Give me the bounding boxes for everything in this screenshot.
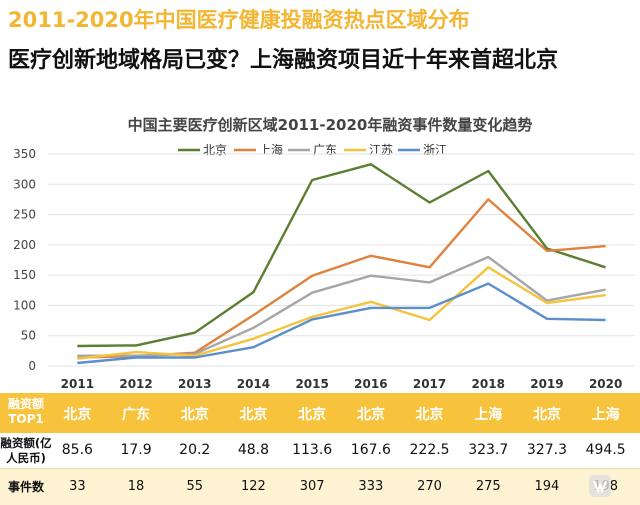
x-tick-label: 2012 — [119, 377, 152, 391]
count-cell: 333 — [358, 479, 384, 494]
x-tick-label: 2015 — [295, 377, 328, 391]
series-line-3 — [77, 266, 606, 360]
top-region-cell: 上海 — [591, 407, 620, 423]
legend-label: 广东 — [313, 143, 337, 157]
top-region-cell: 北京 — [415, 407, 444, 423]
top-region-cell: 北京 — [532, 407, 561, 423]
y-axis: 0 50 100 150 200 250 300 350 — [13, 147, 36, 373]
top-region-row: 融资额TOP1 北京 广东 北京 北京 北京 北京 北京 上海 北京 上海 — [0, 393, 640, 433]
x-tick-label: 2020 — [589, 377, 622, 391]
count-cell: 275 — [475, 479, 501, 494]
amount-cell: 17.9 — [120, 442, 152, 458]
count-cell: 55 — [186, 479, 204, 494]
legend-label: 浙江 — [423, 143, 447, 157]
amount-cell: 113.6 — [292, 442, 333, 458]
y-tick-label: 250 — [13, 208, 36, 222]
legend-label: 北京 — [203, 143, 227, 157]
count-row: 事件数 331855122307333270275194198 — [0, 468, 640, 505]
top-region-cell: 北京 — [356, 407, 385, 423]
page-title: 2011-2020年中国医疗健康投融资热点区域分布 — [8, 8, 470, 32]
count-cell: 270 — [417, 479, 442, 494]
y-tick-label: 200 — [13, 238, 36, 252]
chart-series — [77, 163, 606, 365]
amount-row: 融资额(亿人民币) 85.6 17.9 20.2 48.8 113.6 167.6 222.… — [0, 433, 640, 468]
chart-legend: 北京 上海 广东 江苏 浙江 — [178, 142, 447, 157]
line-chart: 中国主要医疗创新区域2011-2020年融资事件数量变化趋势 北京 上海 广东 江苏 浙… — [13, 116, 635, 391]
x-tick-label: 2019 — [530, 377, 563, 391]
legend-label: 上海 — [259, 142, 283, 157]
count-row-label: 事件数 — [7, 480, 44, 494]
count-cell: 307 — [299, 479, 325, 494]
top-region-cell: 上海 — [474, 407, 503, 423]
top-region-row-label: 融资额TOP1 — [7, 397, 44, 426]
x-axis: 2011 2012 2013 2014 2015 2016 2017 2018 2019 2020 — [61, 377, 623, 391]
x-tick-label: 2014 — [237, 377, 270, 391]
y-tick-label: 100 — [13, 298, 36, 312]
amount-cell: 167.6 — [350, 442, 391, 458]
ranking-table: 融资额TOP1 北京 广东 北京 北京 北京 北京 北京 上海 北京 上海 融资额(亿人民币) 8… — [0, 393, 640, 505]
count-cell: 33 — [69, 479, 86, 494]
page-subtitle: 医疗创新地域格局已变？上海融资项目近十年来首超北京 — [8, 48, 559, 73]
count-cell: 122 — [241, 479, 266, 494]
x-tick-label: 2011 — [61, 377, 94, 391]
top-region-cell: 北京 — [239, 407, 268, 423]
x-tick-label: 2018 — [472, 377, 505, 391]
amount-cell: 327.3 — [526, 442, 567, 458]
y-tick-label: 150 — [13, 268, 36, 282]
y-tick-label: 0 — [28, 359, 36, 373]
legend-label: 江苏 — [369, 143, 393, 157]
amount-cell: 323.7 — [468, 442, 509, 458]
watermark-logo-icon — [589, 475, 611, 497]
series-line-0 — [77, 163, 606, 348]
y-tick-label: 50 — [21, 329, 36, 343]
amount-cell: 494.5 — [585, 442, 626, 458]
chart-title: 中国主要医疗创新区域2011-2020年融资事件数量变化趋势 — [128, 116, 533, 134]
top-region-cell: 北京 — [298, 407, 327, 423]
series-line-4 — [77, 282, 606, 365]
top-region-cell: 广东 — [122, 407, 151, 423]
x-tick-label: 2016 — [354, 377, 387, 391]
amount-cell: 20.2 — [179, 442, 211, 458]
y-tick-label: 300 — [13, 177, 36, 191]
y-tick-label: 350 — [13, 147, 36, 161]
count-cell: 18 — [127, 479, 145, 494]
chart-grid — [48, 153, 635, 367]
count-cell: 194 — [534, 479, 560, 494]
amount-row-label: 融资额(亿人民币) — [0, 436, 52, 465]
top-region-cell: 北京 — [63, 407, 92, 423]
amount-cell: 48.8 — [237, 442, 270, 458]
x-tick-label: 2017 — [413, 377, 446, 391]
x-tick-label: 2013 — [178, 377, 211, 391]
amount-cell: 222.5 — [409, 442, 450, 458]
amount-cell: 85.6 — [61, 442, 93, 458]
top-region-cell: 北京 — [180, 407, 209, 423]
